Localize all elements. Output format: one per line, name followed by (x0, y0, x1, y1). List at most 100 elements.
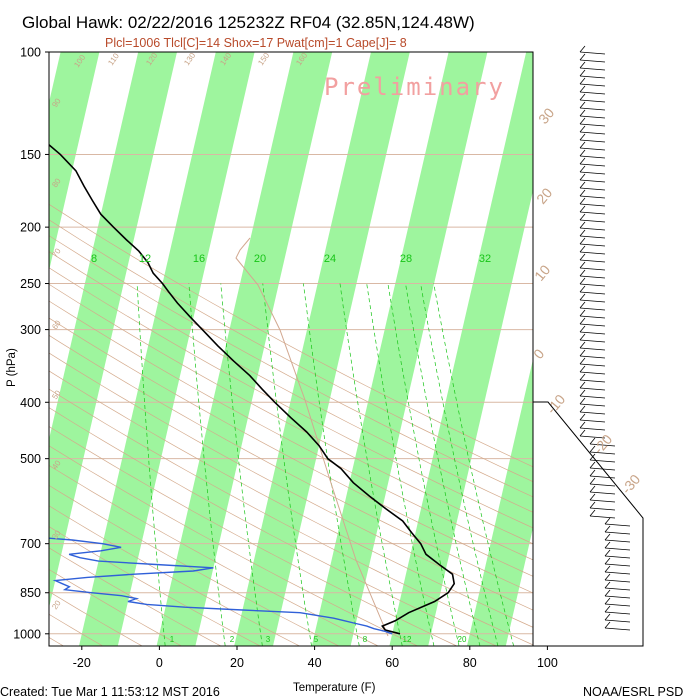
y-tick-label: 300 (20, 323, 41, 337)
x-tick-label: 60 (385, 656, 399, 670)
wind-barb (579, 59, 606, 63)
wind-barb (604, 571, 631, 575)
wind-barb (579, 355, 606, 359)
band-stripe (49, 52, 100, 271)
wind-barb-flag (604, 533, 611, 541)
wind-barb (579, 219, 606, 223)
wind-barb (579, 427, 606, 431)
wind-barb-flag (579, 301, 586, 309)
wind-barb (604, 619, 631, 623)
wind-barb-flag (579, 421, 586, 429)
wind-barb-flag (579, 413, 586, 421)
wind-barb-flag (579, 357, 586, 365)
wind-barb-flag (579, 429, 586, 437)
x-axis-label: Temperature (F) (293, 682, 376, 694)
mixing-ratio-line (220, 283, 263, 646)
dewpoint-line (49, 537, 393, 635)
wind-barb-flag (604, 613, 611, 621)
x-tick-label: 40 (308, 656, 322, 670)
wind-barb (579, 275, 606, 279)
wind-barb-column (579, 45, 631, 631)
wind-barb-flag (579, 197, 586, 205)
wind-barb-flag (579, 341, 586, 349)
wind-barb-flag (579, 325, 586, 333)
mixing-ratio-label-bottom: 2 (230, 635, 235, 644)
wind-barb-flag (604, 597, 611, 605)
wind-barb-flag (604, 549, 611, 557)
wind-barb (579, 155, 606, 159)
wind-barb (579, 203, 606, 207)
wind-barb-flag (579, 253, 586, 261)
wind-barb (579, 299, 606, 303)
wind-barb (604, 547, 631, 551)
wind-barb-flag (579, 53, 586, 61)
wind-barb-flag (579, 405, 586, 413)
mixing-ratio-line (433, 283, 515, 646)
band-stripe (466, 359, 533, 646)
created-timestamp: Created: Tue Mar 1 11:53:12 MST 2016 (0, 685, 220, 699)
dry-adiabat (49, 267, 533, 529)
wind-barb (589, 499, 616, 503)
wind-barb-flag (579, 213, 586, 221)
sounding-series (49, 143, 456, 635)
mixing-ratio-label-bottom: 1 (170, 635, 175, 644)
mixing-ratio-label-bottom: 8 (363, 635, 368, 644)
wind-barb (589, 459, 616, 463)
dry-adiabat (49, 203, 533, 468)
wind-barb (579, 235, 606, 239)
mixing-ratio-label: 28 (400, 253, 412, 265)
y-axis-label: P (hPa) (6, 348, 18, 387)
mixing-ratio-line (420, 283, 499, 646)
dry-adiabat (49, 370, 533, 628)
dry-adiabat (49, 251, 533, 513)
wind-barb-flag (579, 85, 586, 93)
wind-barb (604, 555, 631, 559)
y-tick-label: 400 (20, 396, 41, 410)
wind-barb (579, 387, 606, 391)
wind-barb (579, 283, 606, 287)
wind-barb-flag (579, 205, 586, 213)
dry-adiabat-lines (49, 203, 533, 646)
wind-barb (579, 251, 606, 255)
wind-barb-flag (579, 77, 586, 85)
wind-barb (579, 339, 606, 343)
wind-barb-flag (604, 621, 611, 629)
dry-adiabat (49, 300, 533, 561)
wind-barb-flag (604, 557, 611, 565)
mixing-ratio-lines (136, 283, 515, 646)
y-tick-label: 700 (20, 537, 41, 551)
wind-barb-flag (604, 605, 611, 613)
wind-barb-flag (579, 309, 586, 317)
wind-barb (579, 123, 606, 127)
wind-barb (579, 259, 606, 263)
chart-title: Global Hawk: 02/22/2016 125232Z RF04 (32… (22, 13, 475, 32)
y-tick-label: 200 (20, 221, 41, 235)
wind-barb (579, 163, 606, 167)
mixing-ratio-label: 24 (324, 253, 336, 265)
wind-barb (579, 211, 606, 215)
y-tick-label: 250 (20, 277, 41, 291)
dry-adiabat (49, 484, 340, 646)
wind-barb-flag (579, 189, 586, 197)
wind-barb (579, 323, 606, 327)
wind-barb (604, 579, 631, 583)
chart-subtitle: Plcl=1006 Tlcl[C]=14 Shox=17 Pwat[cm]=1 … (105, 36, 407, 50)
wind-barb (579, 403, 606, 407)
wind-barb-flag (579, 45, 586, 53)
wind-barb (579, 315, 606, 319)
wind-barb-flag (589, 493, 596, 501)
wind-barb-flag (579, 277, 586, 285)
y-tick-label: 100 (20, 46, 41, 60)
wind-barb (579, 227, 606, 231)
x-tick-label: 0 (156, 656, 163, 670)
wind-barb (604, 523, 631, 527)
wind-barb (579, 363, 606, 367)
mixing-ratio-label: 32 (479, 253, 491, 265)
wind-barb (579, 395, 606, 399)
plot-frame (48, 51, 534, 647)
wind-barb-flag (579, 141, 586, 149)
wind-barb-flag (604, 517, 611, 525)
wind-barb (604, 539, 631, 543)
wind-barb (579, 99, 606, 103)
